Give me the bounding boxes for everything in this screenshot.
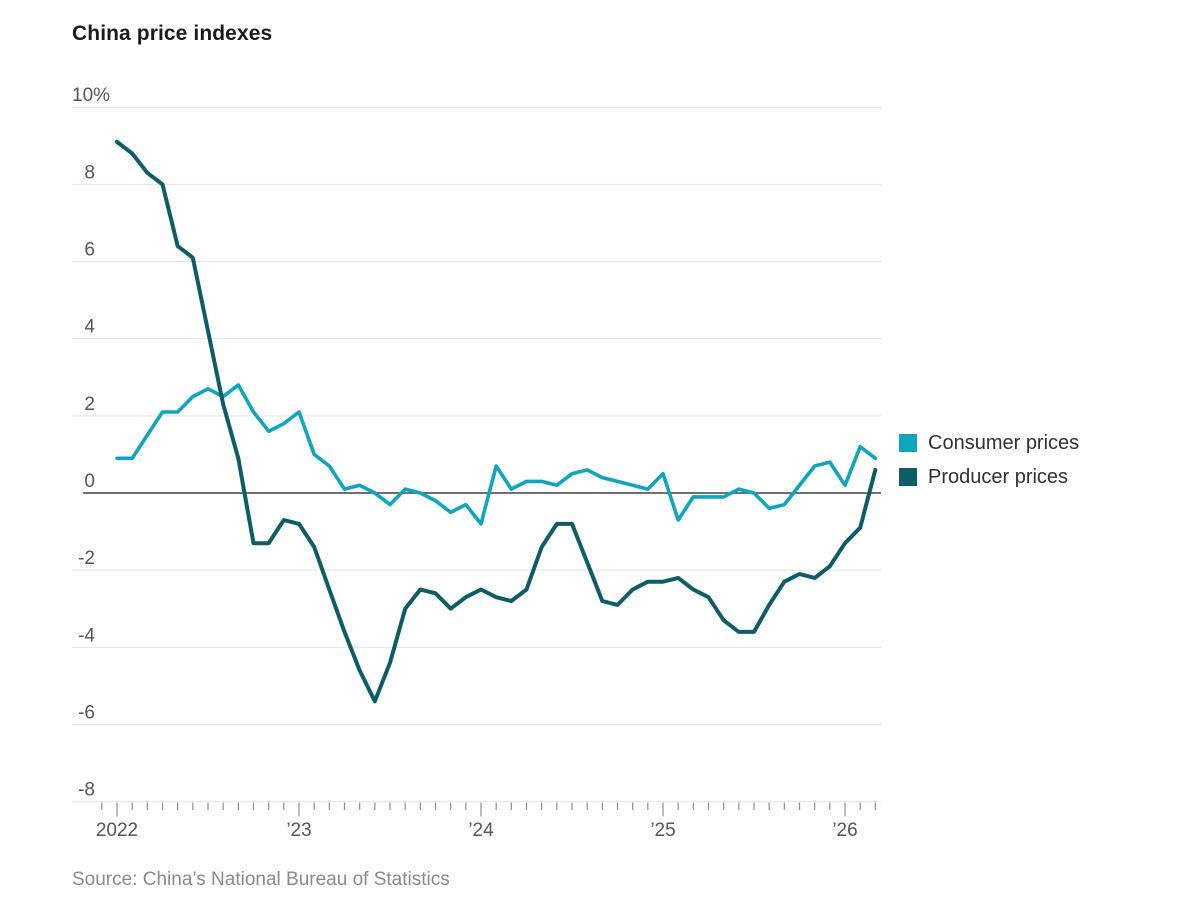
y-axis-label: 0 [84, 471, 95, 492]
legend-item-consumer-prices: Consumer prices [899, 431, 1079, 455]
consumer-prices-line [115, 383, 878, 526]
source-attribution: Source: China’s National Bureau of Stati… [72, 869, 450, 890]
x-axis-label: 2022 [96, 820, 138, 841]
x-axis-label: ’24 [468, 820, 494, 841]
y-axis-label: 6 [84, 240, 95, 261]
x-axis-label: ’25 [650, 820, 675, 841]
y-axis-label: 4 [84, 317, 95, 338]
consumer-prices-swatch-icon [899, 434, 917, 452]
legend-label-consumer-prices: Consumer prices [928, 431, 1080, 454]
y-axis-label: -8 [78, 780, 95, 801]
chart-title: China price indexes [72, 22, 273, 45]
x-axis-label: ’23 [286, 820, 311, 841]
x-axis-label: ’26 [832, 820, 857, 841]
y-axis-label: -2 [78, 548, 95, 569]
y-axis-label: 2 [84, 394, 95, 415]
y-axis-label: 10% [72, 85, 110, 106]
y-axis-label: -6 [78, 702, 95, 723]
legend-label-producer-prices: Producer prices [928, 465, 1069, 488]
y-axis-label: -4 [78, 625, 95, 646]
y-axis-label: 8 [84, 162, 95, 183]
producer-prices-swatch-icon [899, 468, 917, 486]
legend: Consumer prices Producer prices [899, 431, 1079, 499]
producer-prices-line [115, 139, 878, 704]
legend-item-producer-prices: Producer prices [899, 465, 1079, 489]
